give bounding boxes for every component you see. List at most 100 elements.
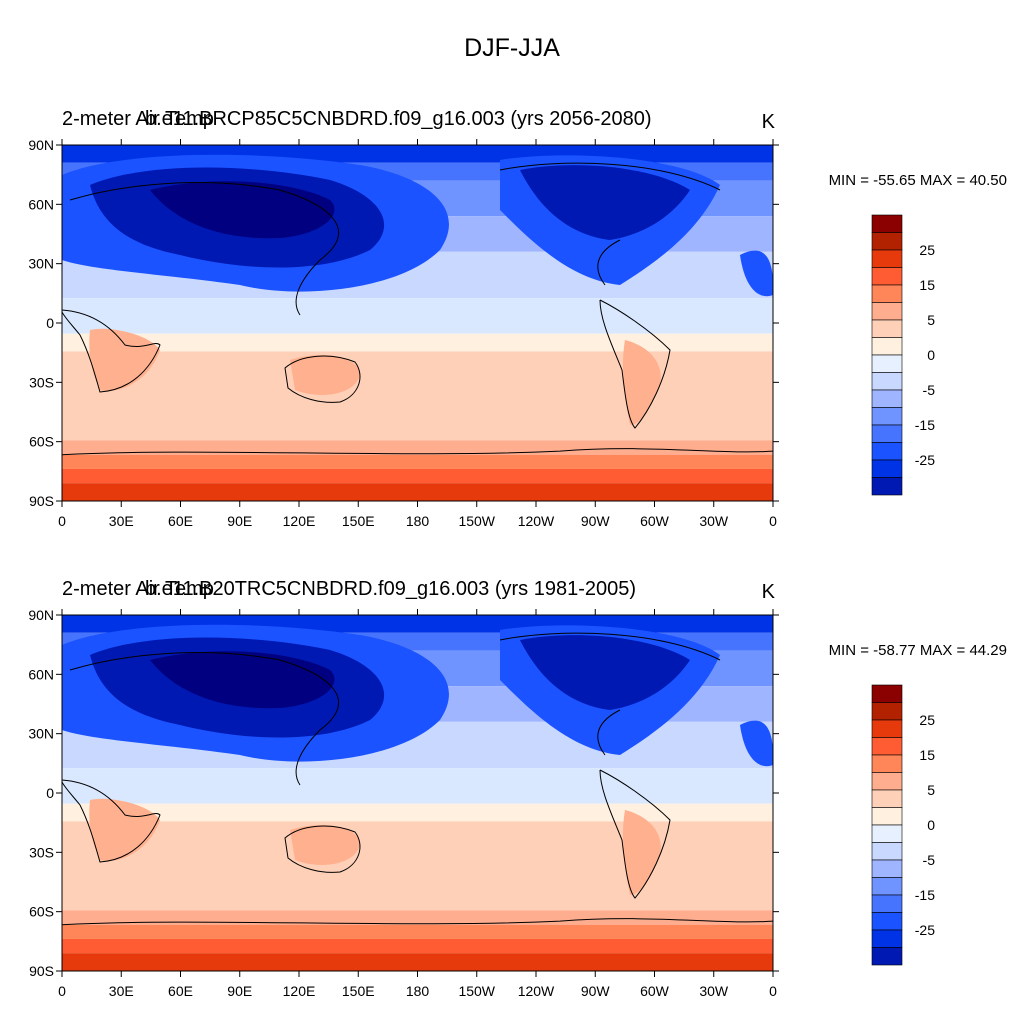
latitude-band	[62, 938, 773, 954]
lat-label: 0	[46, 315, 54, 331]
colorbar-box	[871, 719, 903, 738]
latitude-band	[62, 333, 773, 352]
colorbar-label: 5	[927, 782, 935, 798]
colorbar-box	[871, 789, 903, 808]
colorbar-box	[871, 754, 903, 773]
panel-min-max: MIN = -55.65 MAX = 40.50	[829, 172, 1007, 189]
panel-variable-title: 2-meter Air Temp	[62, 578, 214, 600]
colorbar-box	[871, 372, 903, 391]
lon-label: 150E	[342, 513, 375, 529]
latitude-band	[62, 468, 773, 484]
lon-label: 90W	[581, 513, 611, 529]
lon-label: 30E	[109, 513, 134, 529]
lat-label: 90N	[28, 607, 54, 623]
colorbar-label: 0	[927, 817, 935, 833]
colorbar-box	[871, 284, 903, 303]
colorbar-box	[871, 772, 903, 791]
latitude-band	[62, 440, 773, 455]
temperature-field	[62, 145, 773, 501]
colorbar-box	[871, 947, 903, 966]
colorbar-label: 25	[919, 712, 935, 728]
lon-label: 60E	[168, 983, 193, 999]
colorbar-label: -15	[915, 417, 935, 433]
lat-label: 30N	[28, 726, 54, 742]
colorbar-label: -5	[923, 852, 936, 868]
coastline	[62, 309, 161, 393]
colorbar-box	[871, 929, 903, 948]
lon-label: 0	[58, 513, 66, 529]
colorbar-box	[871, 684, 903, 703]
cold-region	[740, 720, 773, 767]
lon-label: 30W	[699, 513, 729, 529]
lat-label: 60S	[29, 904, 54, 920]
colorbar-label: -25	[915, 922, 935, 938]
lon-label: 90E	[227, 983, 252, 999]
colorbar-box	[871, 702, 903, 721]
colorbar-box	[871, 807, 903, 826]
colorbar-label: 0	[927, 347, 935, 363]
panel-units: K	[762, 581, 776, 603]
coastline	[284, 355, 361, 403]
figure-title: DJF-JJA	[464, 34, 560, 62]
lon-label: 120E	[283, 983, 316, 999]
colorbar-box	[871, 859, 903, 878]
colorbar-label: 25	[919, 242, 935, 258]
lon-label: 120W	[518, 983, 555, 999]
antarctic-coastline	[62, 918, 773, 926]
colorbar-box	[871, 302, 903, 321]
colorbar-box	[871, 319, 903, 338]
latitude-band	[62, 910, 773, 925]
lat-label: 60N	[28, 196, 54, 212]
colorbar-box	[871, 894, 903, 913]
lon-label: 150W	[458, 983, 495, 999]
colorbar-box	[871, 459, 903, 478]
lon-label: 30W	[699, 983, 729, 999]
colorbar-box	[871, 442, 903, 461]
panel-units: K	[762, 111, 776, 133]
lat-label: 90S	[29, 493, 54, 509]
colorbar-label: -5	[923, 382, 936, 398]
lon-label: 0	[769, 513, 777, 529]
coastline	[69, 652, 340, 786]
cold-region	[740, 250, 773, 297]
lon-label: 90E	[227, 513, 252, 529]
lat-label: 30S	[29, 844, 54, 860]
latitude-band	[62, 483, 773, 501]
cold-region	[520, 635, 690, 710]
lat-label: 90S	[29, 963, 54, 979]
colorbar-box	[871, 912, 903, 931]
colorbar-box	[871, 877, 903, 896]
lon-label: 30E	[109, 983, 134, 999]
panel-case-title: b.e11.BRCP85C5CNBDRD.f09_g16.003 (yrs 20…	[145, 108, 652, 130]
colorbar-box	[871, 249, 903, 268]
lon-label: 120E	[283, 513, 316, 529]
latitude-band	[62, 454, 773, 469]
lat-label: 90N	[28, 137, 54, 153]
antarctic-coastline	[62, 448, 773, 456]
lon-label: 90W	[581, 983, 611, 999]
lon-label: 180	[406, 983, 430, 999]
lat-label: 30N	[28, 256, 54, 272]
lon-label: 60W	[640, 983, 670, 999]
lon-label: 150E	[342, 983, 375, 999]
colorbar-box	[871, 267, 903, 286]
lon-label: 120W	[518, 513, 555, 529]
latitude-band	[62, 924, 773, 939]
colorbar-label: 15	[919, 277, 935, 293]
colorbar-box	[871, 232, 903, 251]
cold-region	[150, 181, 335, 239]
colorbar-box	[871, 424, 903, 443]
colorbar-box	[871, 842, 903, 861]
lat-label: 60N	[28, 666, 54, 682]
coastline	[599, 299, 671, 429]
lon-label: 60E	[168, 513, 193, 529]
panel-min-max: MIN = -58.77 MAX = 44.29	[829, 642, 1007, 659]
lon-label: 150W	[458, 513, 495, 529]
colorbar-box	[871, 354, 903, 373]
colorbar-box	[871, 737, 903, 756]
colorbar-box	[871, 389, 903, 408]
coastline	[69, 182, 340, 316]
